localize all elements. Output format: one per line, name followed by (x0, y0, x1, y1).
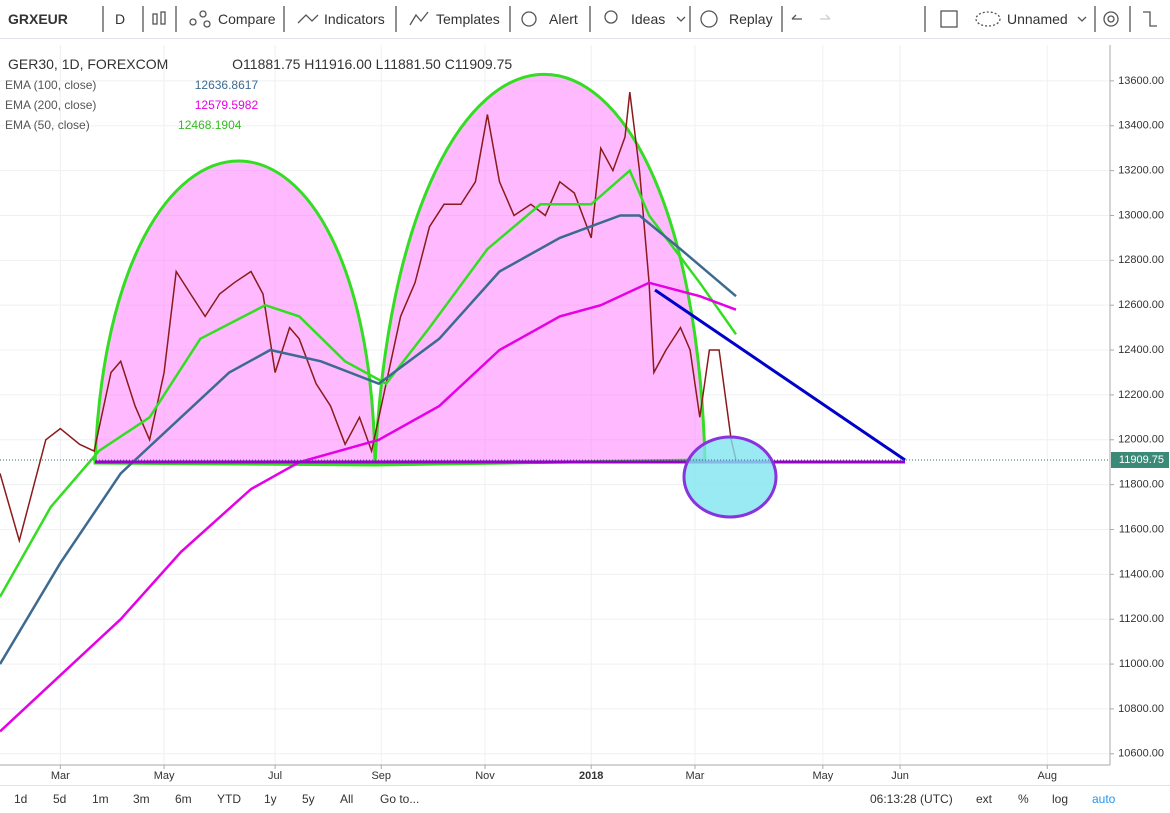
y-tick-label: 13400.00 (1118, 120, 1164, 132)
bottom-bar: 1d 5d 1m 3m 6m YTD 1y 5y All Go to... 06… (0, 785, 1170, 813)
chart-header: GER30, 1D, FOREXCOM O11881.75 H11916.00 … (8, 56, 512, 72)
indicator-legend: EMA (50, close) 12468.1904 (5, 118, 241, 132)
highlight-circle (682, 435, 778, 519)
ideas[interactable]: Ideas (631, 11, 666, 27)
series-layer (0, 92, 738, 733)
auto[interactable]: auto (1092, 792, 1116, 806)
clock: 06:13:28 (UTC) (870, 792, 953, 806)
indicator-name: EMA (200, close) (5, 98, 97, 112)
series-line (0, 168, 738, 598)
chart-title: GER30, 1D, FOREXCOM (8, 56, 169, 72)
y-tick-label: 11000.00 (1119, 658, 1164, 670)
go-to[interactable]: Go to... (380, 792, 420, 806)
series-line (0, 281, 737, 733)
y-tick-label: 11400.00 (1119, 568, 1164, 580)
axes: 10600.00 10800.00 11000.00 11200.00 11400.00… (0, 75, 1169, 782)
range[interactable]: YTD (217, 792, 241, 806)
x-tick-label: Aug (1037, 770, 1057, 782)
left-dome (93, 159, 377, 467)
indicator-value: 12468.1904 (178, 118, 242, 132)
x-tick-label: 2018 (579, 770, 603, 782)
alert[interactable]: Alert (549, 11, 578, 27)
layout-name[interactable]: Unnamed (1007, 11, 1068, 27)
y-tick-label: 12400.00 (1118, 344, 1164, 356)
range[interactable]: 1m (92, 792, 109, 806)
percent[interactable]: % (1018, 792, 1029, 806)
range[interactable]: 5d (53, 792, 67, 806)
y-tick-label: 12600.00 (1118, 299, 1164, 311)
series-line (0, 214, 737, 665)
last-price-box (1111, 452, 1169, 469)
x-tick-label: May (154, 770, 175, 782)
x-tick-label: Mar (51, 770, 70, 782)
trend-line (654, 288, 906, 462)
indicator-name: EMA (100, close) (5, 78, 97, 92)
y-tick-label: 12800.00 (1118, 254, 1164, 266)
x-tick-label: Nov (475, 770, 495, 782)
indicator-value: 12636.8617 (194, 78, 259, 92)
ohlc-high: H11916.00 (304, 56, 372, 72)
range[interactable]: 1d (14, 792, 28, 806)
ohlc-low: L11881.50 (375, 56, 441, 72)
ohlc-close: C11909.75 (444, 56, 513, 72)
ohlc-open: O11881.75 (232, 56, 301, 72)
indicator-legend: EMA (100, close) 12636.8617 (5, 78, 258, 92)
range[interactable]: 3m (133, 792, 150, 806)
chart-background (0, 39, 1170, 785)
log[interactable]: log (1052, 792, 1069, 806)
compare[interactable]: Compare (218, 11, 276, 27)
right-dome (373, 73, 707, 467)
y-tick-label: 10800.00 (1118, 703, 1164, 715)
x-tick-label: Mar (685, 770, 704, 782)
indicators[interactable]: Indicators (324, 11, 385, 27)
x-tick-label: Jun (891, 770, 909, 782)
range[interactable]: All (340, 792, 354, 806)
x-tick-label: Jul (268, 770, 282, 782)
y-tick-label: 11800.00 (1119, 479, 1164, 491)
replay[interactable]: Replay (729, 11, 773, 27)
range[interactable]: 5y (302, 792, 315, 806)
range[interactable]: 1y (264, 792, 277, 806)
range[interactable]: 6m (175, 792, 192, 806)
y-tick-label: 11200.00 (1119, 613, 1164, 625)
interval[interactable]: D (115, 11, 126, 27)
last-price-label: 11909.75 (1119, 454, 1164, 466)
y-tick-label: 10600.00 (1118, 748, 1164, 760)
x-tick-label: May (812, 770, 833, 782)
y-tick-label: 13000.00 (1118, 209, 1164, 221)
indicator-value: 12579.5982 (194, 98, 259, 112)
indicator-name: EMA (50, close) (5, 118, 90, 132)
y-tick-label: 11600.00 (1119, 523, 1164, 535)
symbol[interactable]: GRXEUR (8, 11, 68, 27)
y-tick-label: 12200.00 (1118, 389, 1164, 401)
series-line (0, 92, 737, 544)
y-tick-label: 13200.00 (1118, 165, 1164, 177)
ext[interactable]: ext (976, 792, 993, 806)
y-tick-label: 12000.00 (1118, 434, 1164, 446)
indicator-legend: EMA (200, close) 12579.5982 (5, 98, 258, 112)
toolbar: GRXEUR D Compare Indicators Templates Al… (0, 0, 1170, 39)
templates[interactable]: Templates (436, 11, 500, 27)
y-tick-label: 13600.00 (1118, 75, 1164, 87)
x-tick-label: Sep (371, 770, 391, 782)
